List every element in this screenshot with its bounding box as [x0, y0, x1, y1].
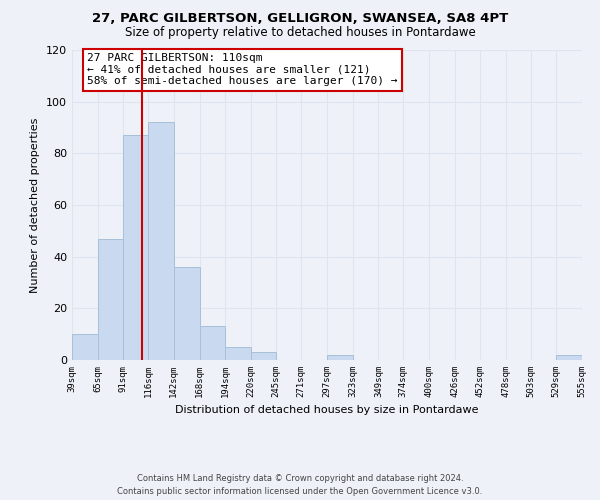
Bar — [225, 347, 251, 360]
Bar — [148, 122, 174, 360]
Bar — [174, 267, 199, 360]
Text: 27 PARC GILBERTSON: 110sqm
← 41% of detached houses are smaller (121)
58% of sem: 27 PARC GILBERTSON: 110sqm ← 41% of deta… — [88, 53, 398, 86]
Bar — [327, 355, 353, 360]
Text: 27, PARC GILBERTSON, GELLIGRON, SWANSEA, SA8 4PT: 27, PARC GILBERTSON, GELLIGRON, SWANSEA,… — [92, 12, 508, 26]
Bar — [72, 334, 98, 360]
Bar — [199, 326, 225, 360]
Bar — [251, 352, 275, 360]
Text: Contains HM Land Registry data © Crown copyright and database right 2024.
Contai: Contains HM Land Registry data © Crown c… — [118, 474, 482, 496]
Bar — [124, 135, 148, 360]
Y-axis label: Number of detached properties: Number of detached properties — [31, 118, 40, 292]
Text: Size of property relative to detached houses in Pontardawe: Size of property relative to detached ho… — [125, 26, 475, 39]
X-axis label: Distribution of detached houses by size in Pontardawe: Distribution of detached houses by size … — [175, 406, 479, 415]
Bar — [556, 355, 582, 360]
Bar — [98, 238, 124, 360]
